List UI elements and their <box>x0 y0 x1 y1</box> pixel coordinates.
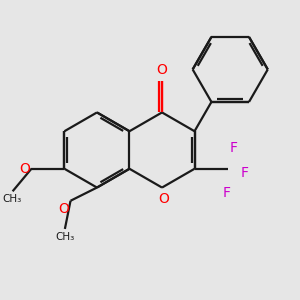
Text: O: O <box>19 162 30 176</box>
Text: F: F <box>223 186 231 200</box>
Text: O: O <box>157 63 167 76</box>
Text: O: O <box>58 202 69 216</box>
Text: CH₃: CH₃ <box>55 232 74 242</box>
Text: CH₃: CH₃ <box>2 194 21 204</box>
Text: F: F <box>230 141 238 155</box>
Text: F: F <box>241 166 249 180</box>
Text: O: O <box>158 192 169 206</box>
